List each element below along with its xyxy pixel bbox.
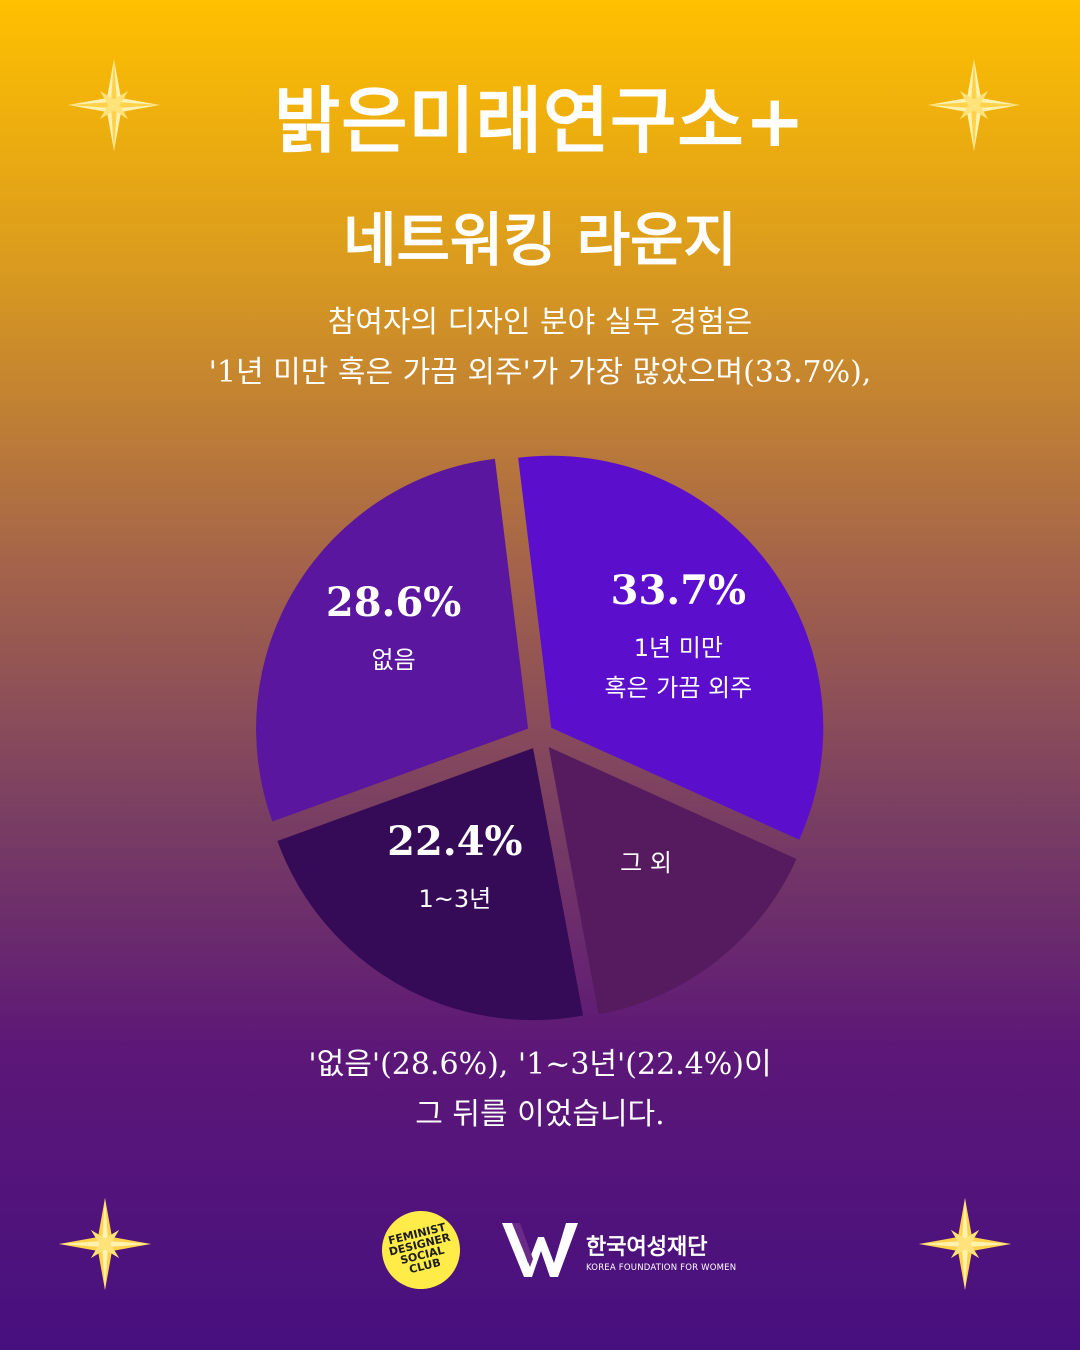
slice-category-label: 1~3년 [418,885,491,913]
pie-slice [548,747,797,1015]
kff-w-icon [502,1223,578,1277]
sparkle-icon [68,59,160,151]
slice-value-label: 33.7% [611,567,746,614]
intro-line-2: '1년 미만 혹은 가끔 외주'가 가장 많았으며(33.7%), [208,355,872,390]
intro-text: 참여자의 디자인 분야 실무 경험은 '1년 미만 혹은 가끔 외주'가 가장 … [0,298,1080,398]
sparkle-icon [928,59,1020,151]
sparkle-icon [59,1198,151,1290]
slice-category-label: 없음 [371,646,415,674]
footer-logos: FEMINIST DESIGNER SOCIAL CLUB 한국여성재단 KOR… [0,1202,1080,1298]
kff-name: 한국여성재단 [586,1235,708,1260]
slice-category-label: 그 외 [620,849,672,877]
kff-english-name: KOREA FOUNDATION FOR WOMEN [586,1263,737,1273]
slice-category-label: 혹은 가끔 외주 [604,674,752,702]
pie-slice [256,458,529,822]
sparkle-icon [919,1198,1011,1290]
outro-line-2: 그 뒤를 이었습니다. [415,1097,665,1132]
outro-line-1: '없음'(28.6%), '1~3년'(22.4%)이 [308,1047,772,1082]
fdsc-logo: FEMINIST DESIGNER SOCIAL CLUB [373,1202,469,1298]
pie-slice [518,455,824,840]
page-title: 밝은미래연구소+ [273,79,806,163]
slice-category-label: 1년 미만 [634,634,723,662]
outro-text: '없음'(28.6%), '1~3년'(22.4%)이 그 뒤를 이었습니다. [0,1040,1080,1140]
slice-value-label: 22.4% [387,818,522,865]
kff-logo: 한국여성재단 KOREA FOUNDATION FOR WOMEN [500,1219,736,1289]
slice-value-label: 28.6% [326,579,461,626]
page-subtitle: 네트워킹 라운지 [343,206,737,274]
pie-slice [277,748,584,1021]
intro-line-1: 참여자의 디자인 분야 실무 경험은 [327,305,753,340]
